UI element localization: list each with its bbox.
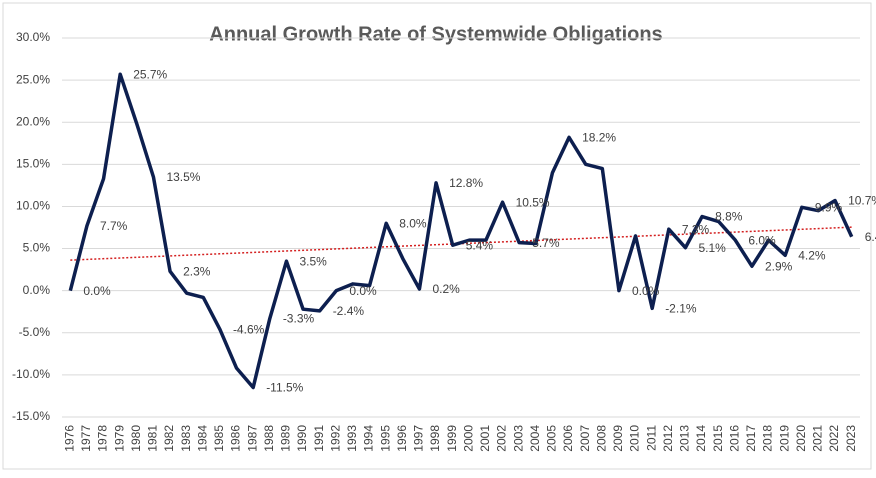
x-tick-label: 2011 <box>644 425 658 451</box>
x-tick-label: 2015 <box>711 425 725 452</box>
x-tick-label: 2002 <box>495 425 509 452</box>
data-label: 0.0% <box>632 284 660 298</box>
data-label: 0.0% <box>83 284 111 298</box>
data-label: -3.3% <box>283 312 315 326</box>
data-label: 0.2% <box>432 282 460 296</box>
x-tick-label: 1981 <box>146 425 160 452</box>
x-tick-label: 1984 <box>195 425 209 452</box>
line-series <box>68 72 854 390</box>
x-tick-label: 1987 <box>245 425 259 452</box>
data-label: 8.0% <box>399 216 427 230</box>
x-tick-label: 1993 <box>345 425 359 452</box>
x-tick-label: 1992 <box>328 425 342 452</box>
x-tick-label: 1979 <box>112 425 126 452</box>
x-tick-label: 2007 <box>578 425 592 452</box>
y-tick-label: 15.0% <box>16 157 50 171</box>
x-tick-label: 2020 <box>794 425 808 452</box>
data-label: 4.2% <box>798 248 826 262</box>
x-tick-label: 2019 <box>777 425 791 452</box>
x-tick-label: 1994 <box>362 425 376 452</box>
y-tick-label: -10.0% <box>12 367 50 381</box>
data-label: 8.8% <box>715 210 743 224</box>
x-tick-label: 2010 <box>628 425 642 452</box>
data-label: 2.9% <box>765 259 793 273</box>
x-tick-label: 2000 <box>461 425 475 452</box>
x-tick-label: 1978 <box>96 425 110 452</box>
x-tick-label: 1991 <box>312 425 326 452</box>
data-label: 5.4% <box>466 238 494 252</box>
data-label: 10.7% <box>848 194 876 208</box>
x-tick-label: 1988 <box>262 425 276 452</box>
x-tick-label: 2022 <box>827 425 841 452</box>
data-label: 9.9% <box>815 200 843 214</box>
data-label: 5.1% <box>698 241 726 255</box>
x-tick-label: 2021 <box>811 425 825 452</box>
data-label: 0.0% <box>349 284 377 298</box>
y-tick-label: 20.0% <box>16 114 50 128</box>
x-tick-label: 1999 <box>445 425 459 452</box>
data-label: -2.4% <box>333 304 365 318</box>
y-tick-label: 0.0% <box>23 283 51 297</box>
chart-border <box>2 2 872 470</box>
data-label: -11.5% <box>266 381 303 395</box>
y-tick-label: -5.0% <box>19 325 51 339</box>
x-tick-label: 2012 <box>661 425 675 452</box>
x-tick-label: 1986 <box>229 425 243 452</box>
data-label: 5.7% <box>532 236 560 250</box>
x-tick-label: 2023 <box>844 425 858 452</box>
x-tick-label: 2005 <box>545 425 559 452</box>
x-tick-label: 2004 <box>528 425 542 452</box>
y-tick-label: 5.0% <box>23 241 51 255</box>
data-label: -2.1% <box>665 302 697 316</box>
x-tick-label: 2001 <box>478 425 492 452</box>
x-tick-label: 2014 <box>694 425 708 452</box>
data-label: 3.5% <box>299 254 327 268</box>
data-label: 18.2% <box>582 131 616 145</box>
x-tick-label: 2016 <box>727 425 741 452</box>
x-tick-label: 2006 <box>561 425 575 452</box>
data-label: 6.4% <box>865 230 876 244</box>
x-tick-label: 1998 <box>428 425 442 452</box>
x-tick-label: 1985 <box>212 425 226 452</box>
data-label: 12.8% <box>449 176 483 190</box>
data-label: 10.5% <box>516 195 550 209</box>
data-label: 7.3% <box>682 222 710 236</box>
x-tick-label: 1983 <box>179 425 193 452</box>
x-tick-label: 1976 <box>62 425 76 452</box>
x-tick-label: 2013 <box>678 425 692 452</box>
y-tick-label: 30.0% <box>16 30 50 44</box>
x-tick-label: 1997 <box>412 425 426 452</box>
x-tick-label: 2008 <box>594 425 608 452</box>
data-label: 7.7% <box>100 219 128 233</box>
x-tick-label: 2003 <box>511 425 525 452</box>
data-label: -4.6% <box>233 323 265 337</box>
y-tick-label: 10.0% <box>16 199 50 213</box>
x-tick-label: 1989 <box>279 425 293 452</box>
x-tick-label: 1980 <box>129 425 143 452</box>
x-tick-label: 2017 <box>744 425 758 452</box>
x-tick-label: 1995 <box>378 425 392 452</box>
data-label: 13.5% <box>166 170 200 184</box>
x-tick-label: 2018 <box>761 425 775 452</box>
y-tick-label: 25.0% <box>16 72 50 86</box>
chart-title: Annual Growth Rate of Systemwide Obligat… <box>209 23 662 45</box>
data-label: 6.0% <box>748 233 776 247</box>
x-tick-label: 1990 <box>295 425 309 452</box>
x-tick-label: 1982 <box>162 425 176 452</box>
x-tick-label: 1977 <box>79 425 93 452</box>
x-tick-label: 2009 <box>611 425 625 452</box>
data-label: 2.3% <box>183 264 211 278</box>
y-tick-label: -15.0% <box>12 409 50 423</box>
x-tick-label: 1996 <box>395 425 409 452</box>
data-label: 25.7% <box>133 67 167 81</box>
